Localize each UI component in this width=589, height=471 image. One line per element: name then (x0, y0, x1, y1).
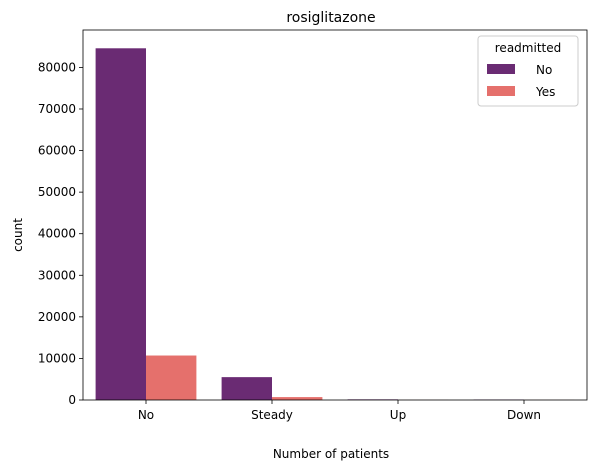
x-axis: No Steady Up Down (138, 400, 541, 422)
y-tick-label: 60000 (38, 144, 76, 158)
y-axis-label: count (11, 218, 25, 252)
y-tick-label: 10000 (38, 351, 76, 365)
y-tick-label: 20000 (38, 310, 76, 324)
y-tick-label: 40000 (38, 227, 76, 241)
bar-steady-no (221, 377, 272, 400)
legend-title: readmitted (495, 41, 561, 55)
chart-title: rosiglitazone (286, 10, 375, 26)
legend: readmitted No Yes (477, 35, 579, 107)
bars-group (95, 48, 575, 400)
legend-label-no: No (536, 63, 552, 77)
y-tick-label: 50000 (38, 185, 76, 199)
x-tick-label: No (138, 408, 154, 422)
y-tick-label: 30000 (38, 268, 76, 282)
legend-label-yes: Yes (535, 85, 555, 99)
bar-no-yes (146, 355, 197, 400)
x-tick-label: Up (390, 408, 406, 422)
legend-swatch-no (487, 64, 515, 74)
plot-frame (82, 29, 588, 401)
legend-swatch-yes (487, 86, 515, 96)
x-axis-label: Number of patients (273, 447, 389, 461)
x-tick-label: Down (507, 408, 541, 422)
y-axis: 0 10000 20000 30000 40000 50000 60000 70000 8000… (38, 60, 83, 407)
y-tick-label: 70000 (38, 102, 76, 116)
x-tick-label: Steady (251, 408, 293, 422)
bar-no-no (95, 48, 146, 400)
y-tick-label: 80000 (38, 60, 76, 74)
y-tick-label: 0 (68, 393, 76, 407)
bar-steady-yes (272, 397, 323, 400)
